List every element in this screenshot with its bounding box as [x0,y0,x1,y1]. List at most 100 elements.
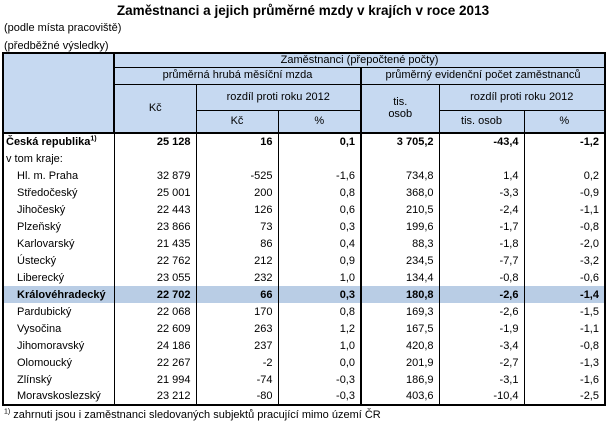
table-row: Vysočina 22 609 263 1,2 167,5 -1,9 -1,1 [3,320,605,338]
cell-value: 169,3 [360,303,439,321]
table-row: Hl. m. Praha 32 879 -525 -1,6 734,8 1,4 0,2 [3,167,605,185]
row-label: Zlínský [17,373,52,386]
cell-value: -2,0 [523,235,605,253]
cell-value: 22 702 [113,286,196,304]
row-label: Jihomoravský [17,339,85,352]
cell-value: -1,1 [523,320,605,338]
cell-value: 403,6 [360,388,439,406]
cell-value: 0,8 [277,184,361,202]
table-header: Zaměstnanci (přepočtené počty) průměrná … [2,52,606,135]
cell-value: 201,9 [360,354,439,372]
row-label: Pardubický [17,305,72,318]
cell-value: 23 866 [113,218,196,236]
cell-value: 368,0 [360,184,439,202]
table-row: Jihomoravský 24 186 237 1,0 420,8 -3,4 -0,8 [3,337,605,355]
cell-value: 180,8 [360,286,439,304]
cell-value: -2 [195,354,278,372]
row-label: Olomoucký [17,356,73,369]
header-emp-unit-line1: tis. [393,95,408,108]
cell-value: -3,3 [438,184,524,202]
cell-value: -2,5 [523,388,605,406]
cell-value [113,150,196,168]
header-group-employees: průměrný evidenční počet zaměstnanců [360,66,606,85]
header-wage-diff-pct: % [277,109,362,135]
cell-value: 23 212 [113,388,196,406]
cell-value: 1,0 [277,269,361,287]
cell-value: 88,3 [360,235,439,253]
footnote-text: zahrnuti jsou i zaměstnanci sledovaných … [10,409,381,421]
header-wage-unit: Kč [113,83,197,135]
employment-table: Zaměstnanci (přepočtené počty) průměrná … [2,52,606,407]
cell-value: 170 [195,303,278,321]
cell-value: -74 [195,371,278,389]
cell-value: -1,9 [438,320,524,338]
table-row: Zlínský 21 994 -74 -0,3 186,9 -3,1 -1,6 [3,371,605,389]
cell-value: 0,9 [277,252,361,270]
cell-value: 73 [195,218,278,236]
table-row: Karlovarský 21 435 86 0,4 88,3 -1,8 -2,0 [3,235,605,253]
row-label: Královéhradecký [3,286,114,304]
cell-value: -2,7 [438,354,524,372]
cell-value: 232 [195,269,278,287]
cell-value: -0,3 [277,371,361,389]
cell-value: 0,3 [277,286,361,304]
table-body: Česká republika1) 25 128 16 0,1 3 705,2 -43,4… [3,133,605,406]
cell-value: 23 055 [113,269,196,287]
cell-value: -525 [195,167,278,185]
cell-value: -80 [195,388,278,406]
table-row: Ústecký 22 762 212 0,9 234,5 -7,7 -3,2 [3,252,605,270]
subtitle-workplace: (podle místa pracoviště) [4,22,122,34]
cell-value [277,150,361,168]
cell-value: 21 994 [113,371,196,389]
cell-value: 734,8 [360,167,439,185]
footnote-ref: 1) [90,135,97,143]
cell-value: -10,4 [438,388,524,406]
table-row: Středočeský 25 001 200 0,8 368,0 -3,3 -0,9 [3,184,605,202]
header-emp-diff-pct: % [523,109,606,135]
header-wage-diff-kc: Kč [195,109,279,135]
table-row: Moravskoslezský 23 212 -80 -0,3 403,6 -10,4 -2… [3,388,605,406]
cell-value: 24 186 [113,337,196,355]
subtitle-preliminary: (předběžné výsledky) [4,40,109,52]
table-row: Liberecký 23 055 232 1,0 134,4 -0,8 -0,6 [3,269,605,287]
cell-value: 0,0 [277,354,361,372]
cell-value: 21 435 [113,235,196,253]
header-emp-unit-line2: osob [388,108,413,121]
row-label: Česká republika1) [6,135,97,149]
header-emp-unit: tis. osob [360,83,440,135]
cell-value: 3 705,2 [360,133,439,151]
cell-value: 1,2 [277,320,361,338]
cell-value: 234,5 [360,252,439,270]
header-emp-diff: rozdíl proti roku 2012 [438,83,606,111]
cell-value: 32 879 [113,167,196,185]
cell-value: 0,8 [277,303,361,321]
cell-value: 86 [195,235,278,253]
table-row: Královéhradecký 22 702 66 0,3 180,8 -2,6 -1,4 [3,286,605,304]
cell-value: -1,5 [523,303,605,321]
cell-value: 0,4 [277,235,361,253]
cell-value: -2,6 [438,286,524,304]
cell-value: -1,8 [438,235,524,253]
cell-value: 237 [195,337,278,355]
page-title: Zaměstnanci a jejich průměrné mzdy v kra… [116,3,490,18]
cell-value [195,150,278,168]
cell-value: -3,1 [438,371,524,389]
cell-value: -0,3 [277,388,361,406]
cell-value: 25 001 [113,184,196,202]
cell-value: 126 [195,201,278,219]
cell-value: -1,6 [523,371,605,389]
cell-value: 22 762 [113,252,196,270]
row-label: Liberecký [17,271,65,284]
row-label: v tom kraje: [6,152,63,165]
cell-value: 420,8 [360,337,439,355]
cell-value: 1,0 [277,337,361,355]
cell-value: -0,8 [523,337,605,355]
cell-value: 22 267 [113,354,196,372]
cell-value: -0,6 [523,269,605,287]
row-label: Ústecký [17,254,57,267]
table-row: Česká republika1) 25 128 16 0,1 3 705,2 -43,4… [3,133,605,151]
cell-value: 186,9 [360,371,439,389]
row-label: Středočeský [17,186,78,199]
cell-value: -0,8 [523,218,605,236]
cell-value: 22 609 [113,320,196,338]
